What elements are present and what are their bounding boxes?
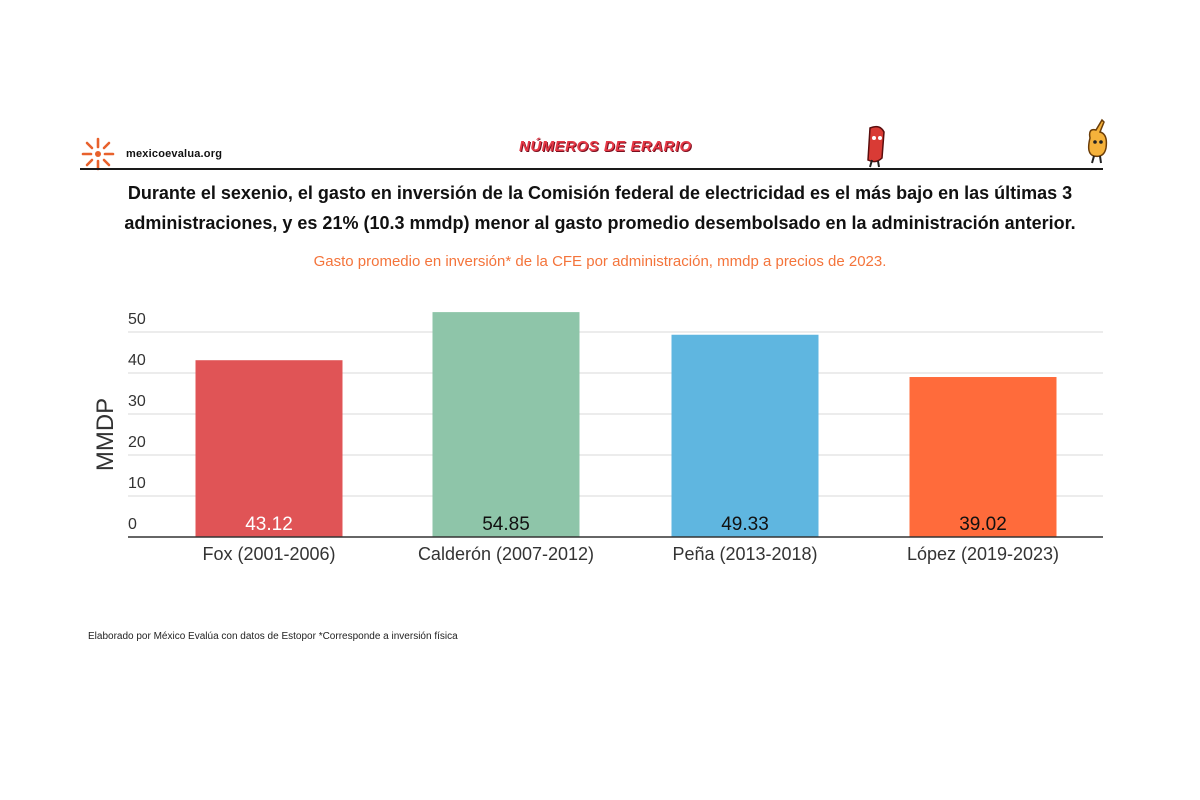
chart-title: Gasto promedio en inversión* de la CFE p…: [313, 253, 887, 270]
site-name[interactable]: mexicoevalua.org: [126, 148, 223, 160]
y-tick-label: 20: [128, 434, 146, 451]
brand-wordmark: NÚMEROS DE ERARIO: [519, 138, 692, 155]
bar: [195, 360, 343, 537]
headline-line-2: administraciones, y es 21% (10.3 mmdp) m…: [124, 213, 1076, 233]
data-label: 39.02: [959, 514, 1007, 535]
y-tick-label: 40: [128, 352, 146, 369]
mexicoevalua-logo-icon: [81, 137, 115, 171]
bar: [432, 312, 580, 537]
orange-mascot-icon: [1087, 118, 1108, 164]
x-tick-label: López (2019-2023): [907, 544, 1059, 564]
x-tick-label: Fox (2001-2006): [202, 544, 335, 564]
bar: [909, 377, 1057, 537]
red-mascot-icon: [867, 125, 885, 168]
x-tick-label: Peña (2013-2018): [672, 544, 817, 564]
y-tick-label: 50: [128, 311, 146, 328]
bar: [671, 334, 819, 537]
y-tick-label: 10: [128, 475, 146, 492]
headline-line-1: Durante el sexenio, el gasto en inversió…: [127, 183, 1073, 203]
y-axis-label: MMDP: [92, 398, 119, 471]
data-label: 49.33: [721, 514, 769, 535]
x-tick-label: Calderón (2007-2012): [418, 544, 594, 564]
header: mexicoevalua.org NÚMEROS DE ERARIO: [80, 118, 1108, 171]
data-label: 43.12: [245, 514, 293, 535]
y-tick-label: 0: [128, 516, 137, 533]
header-divider: [80, 168, 1103, 170]
data-label: 54.85: [482, 514, 530, 535]
footnote: Elaborado por México Evalúa con datos de…: [88, 631, 458, 642]
y-tick-label: 30: [128, 393, 146, 410]
headline: Durante el sexenio, el gasto en inversió…: [95, 178, 1105, 238]
